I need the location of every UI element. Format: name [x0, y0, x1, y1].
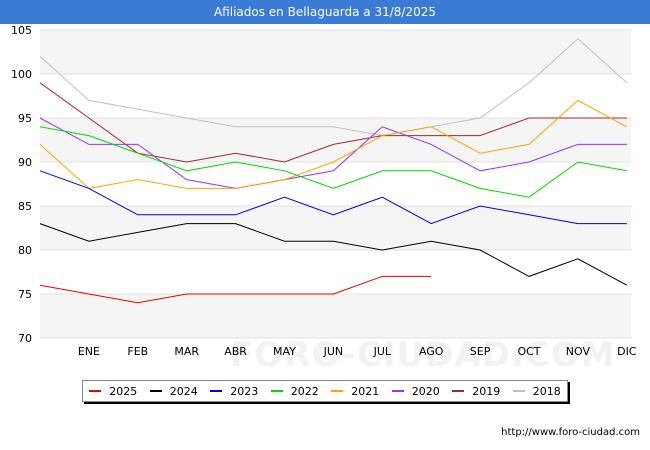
y-tick-label: 105	[11, 24, 32, 37]
y-tick-label: 85	[18, 200, 32, 213]
plot-band	[40, 118, 631, 162]
plot-band	[40, 30, 631, 74]
legend-item-2025: 2025	[89, 385, 137, 398]
y-tick-label: 75	[18, 288, 32, 301]
x-tick-label: ABR	[224, 345, 247, 358]
legend-swatch	[512, 390, 525, 392]
legend-item-2021: 2021	[331, 385, 379, 398]
x-tick-label: JUL	[373, 345, 392, 358]
source-url: http://www.foro-ciudad.com	[501, 427, 640, 438]
x-tick-label: AGO	[419, 345, 444, 358]
chart-title: Afiliados en Bellaguarda a 31/8/2025	[0, 0, 650, 24]
series-line-2018	[39, 38, 628, 137]
x-tick-label: NOV	[566, 345, 591, 358]
legend-swatch	[149, 390, 162, 392]
series-line-2025	[39, 275, 432, 304]
series-line-2020	[39, 117, 627, 189]
legend-item-2018: 2018	[512, 384, 561, 398]
legend-item-2020: 2020	[391, 384, 440, 398]
legend-label: 2019	[472, 384, 501, 398]
x-tick-label: SEP	[470, 345, 491, 358]
legend-item-2019: 2019	[452, 385, 500, 398]
x-tick-label: MAR	[174, 345, 199, 358]
series-line-2022	[39, 126, 627, 198]
legend-label: 2023	[230, 384, 259, 398]
legend-label: 2018	[532, 384, 561, 398]
legend-swatch	[210, 390, 223, 392]
y-tick-label: 70	[18, 332, 32, 345]
legend-label: 2024	[169, 384, 198, 398]
legend-swatch	[89, 390, 102, 392]
series-line-2024	[39, 223, 628, 286]
legend-swatch	[270, 390, 283, 392]
x-tick-label: OCT	[517, 345, 540, 358]
y-tick-label: 90	[18, 156, 32, 169]
plot-band	[40, 294, 631, 338]
x-tick-label: MAY	[273, 345, 296, 358]
chart-legend: 2025 2024 2023 2022 2021 2020 2019 2018	[82, 380, 568, 402]
plot-band	[40, 206, 631, 250]
legend-label: 2022	[290, 384, 319, 398]
series-line-2021	[39, 99, 628, 189]
legend-swatch	[391, 390, 404, 392]
x-tick-label: JUN	[323, 345, 344, 358]
legend-label: 2020	[411, 384, 440, 398]
watermark: FORO-CIUDAD.COM	[230, 335, 616, 375]
legend-label: 2025	[109, 384, 138, 398]
x-tick-label: ENE	[78, 345, 100, 358]
y-tick-label: 100	[11, 68, 32, 81]
x-tick-label: FEB	[127, 345, 148, 358]
y-tick-label: 95	[18, 112, 32, 125]
legend-item-2024: 2024	[149, 384, 198, 398]
legend-swatch	[331, 390, 344, 392]
legend-label: 2021	[351, 384, 380, 398]
series-line-2023	[39, 170, 627, 225]
y-tick-label: 80	[18, 244, 32, 257]
legend-item-2022: 2022	[270, 384, 319, 398]
legend-item-2023: 2023	[210, 385, 258, 398]
x-tick-label: DIC	[617, 345, 637, 358]
legend-swatch	[452, 390, 465, 392]
